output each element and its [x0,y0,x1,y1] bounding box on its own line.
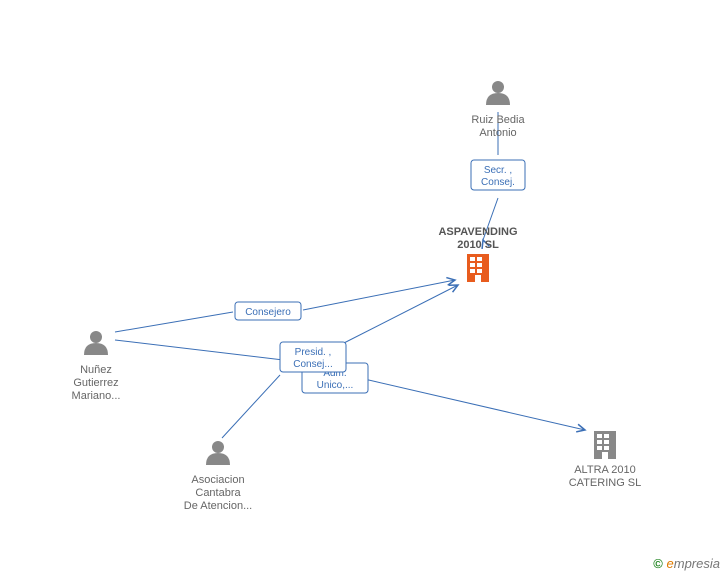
node-label: Mariano... [72,390,121,402]
edge-label-text: Consejero [245,307,291,318]
edge-label-text: Unico,... [317,380,354,391]
node-label: Asociacion [191,474,244,486]
building-icon [467,254,489,282]
person-icon [206,441,230,465]
edge-label-text: Consej... [293,359,332,370]
person-icon [84,331,108,355]
watermark: © empresia [653,556,720,571]
node-label: De Atencion... [184,500,253,512]
node-nunez[interactable]: NuñezGutierrezMariano... [72,331,121,402]
node-altra[interactable]: ALTRA 2010CATERING SL [569,431,642,489]
node-label: Antonio [479,127,516,139]
copyright-symbol: © [653,556,663,571]
person-icon [486,81,510,105]
node-label: CATERING SL [569,477,642,489]
node-aspavending[interactable]: ASPAVENDING2010 SL [438,226,517,282]
node-label: ALTRA 2010 [574,464,636,476]
brand-rest: mpresia [674,556,720,571]
node-label: Gutierrez [73,377,118,389]
network-diagram: Secr. ,Consej.ConsejeroAdm.Unico,...Pres… [0,0,728,575]
building-icon [594,431,616,459]
brand-first-letter: e [667,556,674,571]
node-label: Nuñez [80,364,112,376]
edge-label-text: Consej. [481,177,515,188]
edge-label-text: Secr. , [484,165,512,176]
node-label: Ruiz Bedia [471,114,525,126]
node-ruiz[interactable]: Ruiz BediaAntonio [471,81,525,139]
node-label: ASPAVENDING [438,226,517,238]
edge-label-text: Presid. , [295,347,332,358]
node-asociacion[interactable]: AsociacionCantabraDe Atencion... [184,441,253,512]
node-label: 2010 SL [457,239,499,251]
node-label: Cantabra [195,487,241,499]
